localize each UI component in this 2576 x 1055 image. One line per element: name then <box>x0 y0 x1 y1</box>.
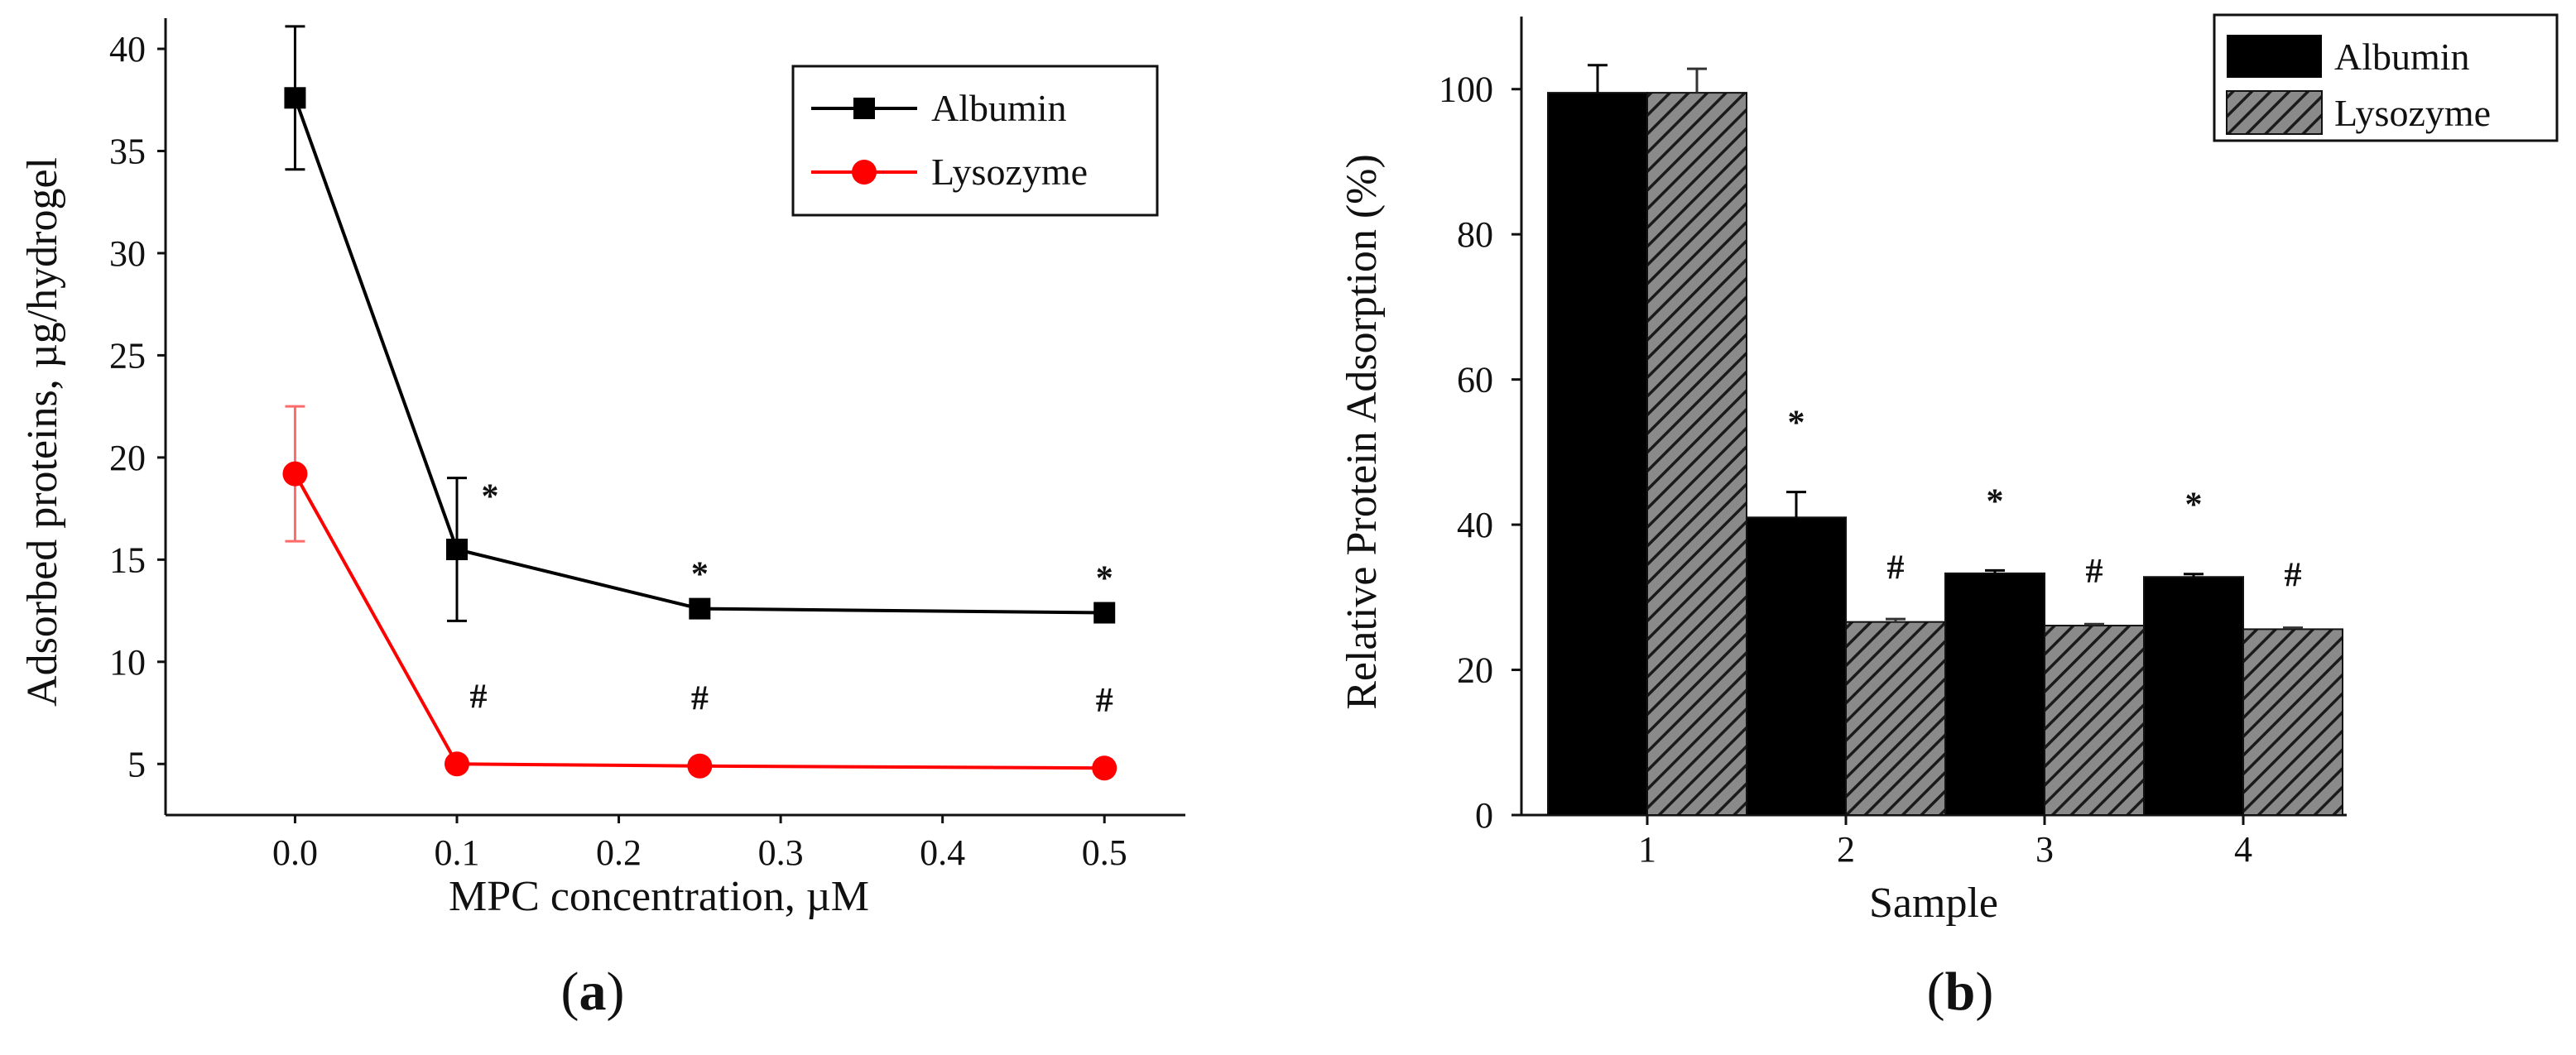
chart-a-annotations: * * * # # # <box>470 478 1113 721</box>
chart-a-line-albumin <box>293 97 1105 615</box>
chart-b-bar-albumin-1 <box>1547 92 1648 816</box>
chart-b-annotation-albumin-2: * <box>1788 405 1805 443</box>
chart-a-series <box>282 25 1117 781</box>
chart-a-point-lysozyme-3 <box>687 753 713 779</box>
chart-b-annotations: * * * # # # <box>1788 405 2302 595</box>
chart-b-annotation-albumin-4: * <box>2185 487 2203 525</box>
chart-b-x-tick-label-2: 2 <box>1837 829 1855 870</box>
chart-a-y-ticks: 5 10 15 20 25 30 35 40 <box>109 29 166 784</box>
chart-a-point-albumin-4 <box>1093 602 1116 624</box>
chart-b-bar-albumin-2 <box>1746 516 1847 816</box>
chart-b-y-tick-label-60: 60 <box>1457 360 1493 400</box>
chart-b-x-tick-label-1: 1 <box>1638 829 1656 870</box>
chart-a-y-tick-label-15: 15 <box>109 539 146 580</box>
chart-b-bar-lysozyme-3 <box>2044 625 2145 816</box>
chart-a-legend-albumin-label: Albumin <box>931 87 1067 129</box>
chart-a-annotation-lysozyme-4: # <box>1096 682 1113 720</box>
chart-b-bar-albumin-4 <box>2143 576 2244 816</box>
chart-b-errorbar-albumin-1 <box>1588 64 1608 94</box>
chart-a-legend-box <box>791 65 1159 217</box>
chart-a-annotation-lysozyme-3: # <box>691 680 709 718</box>
panel-label-a: (a) <box>561 961 625 1022</box>
chart-b-bar-lysozyme-2 <box>1845 621 1946 816</box>
chart-a-point-lysozyme-1 <box>282 461 308 487</box>
chart-b-y-tick-label-80: 80 <box>1457 214 1493 255</box>
chart-a-annotation-albumin-3: * <box>691 556 709 594</box>
chart-a-xlabel: MPC concentration, µM <box>449 873 869 920</box>
chart-b-errorbar-albumin-4 <box>2184 573 2204 578</box>
chart-a-line-lysozyme <box>293 472 1105 770</box>
chart-a-legend-lysozyme-label: Lysozyme <box>931 151 1088 193</box>
panel-label-b: (b) <box>1927 961 1994 1022</box>
chart-b-annotation-lysozyme-3: # <box>2086 553 2103 591</box>
chart-a-y-tick-label-20: 20 <box>109 438 146 478</box>
chart-a-point-albumin-2 <box>446 539 468 560</box>
chart-a-x-tick-label-0-4: 0.4 <box>920 832 965 873</box>
chart-a-y-tick-label-30: 30 <box>109 233 146 274</box>
chart-a-x-tick-label-0-1: 0.1 <box>435 832 480 873</box>
chart-a-y-tick-label-35: 35 <box>109 132 146 172</box>
chart-a-annotation-albumin-2: * <box>482 478 499 516</box>
chart-b-x-tick-label-4: 4 <box>2234 829 2252 870</box>
chart-b-bar-lysozyme-4 <box>2242 628 2343 816</box>
chart-b-y-ticks: 0 20 40 60 80 100 <box>1439 70 1521 836</box>
chart-b-y-tick-label-20: 20 <box>1457 650 1493 691</box>
chart-b: 0 20 40 60 80 100 1 2 3 4 * * * # # # Relative Protei… <box>1338 13 2559 1022</box>
chart-b-errorbar-lysozyme-1 <box>1687 67 1707 94</box>
chart-a-annotation-lysozyme-2: # <box>470 678 488 716</box>
chart-b-bar-albumin-3 <box>1944 572 2045 816</box>
chart-b-annotation-lysozyme-2: # <box>1887 549 1905 587</box>
chart-a-legend: Albumin Lysozyme <box>791 65 1159 217</box>
chart-b-y-tick-label-40: 40 <box>1457 505 1493 545</box>
chart-a-x-tick-label-0-3: 0.3 <box>758 832 804 873</box>
chart-b-legend-lysozyme-swatch <box>2226 90 2323 135</box>
chart-b-annotation-albumin-3: * <box>1987 482 2004 520</box>
chart-b-errorbar-albumin-2 <box>1786 491 1806 518</box>
chart-a-x-ticks: 0.0 0.1 0.2 0.3 0.4 0.5 <box>272 815 1127 873</box>
chart-a-point-albumin-3 <box>689 597 711 620</box>
chart-a-point-lysozyme-2 <box>445 751 469 777</box>
chart-a-x-tick-label-0-2: 0.2 <box>596 832 642 873</box>
chart-b-xlabel: Sample <box>1869 880 1998 927</box>
chart-a-y-tick-label-5: 5 <box>127 744 146 784</box>
chart-a-x-tick-label-0: 0.0 <box>272 832 318 873</box>
chart-b-legend-albumin-swatch <box>2227 35 2322 78</box>
chart-b-legend: Albumin Lysozyme <box>2213 13 2559 142</box>
chart-b-bars <box>1547 64 2343 816</box>
chart-a-point-lysozyme-4 <box>1092 755 1117 781</box>
chart-a-annotation-albumin-4: * <box>1096 560 1113 598</box>
chart-a-x-tick-label-0-5: 0.5 <box>1082 832 1127 873</box>
chart-a-y-tick-label-40: 40 <box>109 29 146 70</box>
chart-b-legend-lysozyme-label: Lysozyme <box>2334 92 2491 134</box>
chart-a: 5 10 15 20 25 30 35 40 0.0 0.1 0.2 0.3 0.4 0.5 * * * # #… <box>19 18 1185 1022</box>
chart-a-legend-albumin-marker <box>853 98 875 119</box>
chart-b-x-tick-label-3: 3 <box>2035 829 2054 870</box>
chart-b-errorbar-albumin-3 <box>1985 568 2005 573</box>
chart-b-errorbar-lysozyme-4 <box>2283 626 2303 630</box>
chart-a-point-albumin-1 <box>284 87 306 109</box>
chart-a-legend-lysozyme-marker <box>852 160 877 185</box>
chart-b-annotation-lysozyme-4: # <box>2285 556 2302 594</box>
chart-b-y-tick-label-100: 100 <box>1439 70 1493 110</box>
chart-b-x-ticks: 1 2 3 4 <box>1638 815 2252 870</box>
chart-b-errorbar-lysozyme-3 <box>2084 622 2104 626</box>
chart-a-y-tick-label-10: 10 <box>109 642 146 683</box>
chart-a-y-tick-label-25: 25 <box>109 335 146 376</box>
chart-b-y-tick-label-0: 0 <box>1475 795 1493 836</box>
chart-b-bar-lysozyme-1 <box>1646 92 1747 816</box>
chart-b-errorbar-lysozyme-2 <box>1886 617 1906 622</box>
chart-a-ylabel: Adsorbed proteins, µg/hydrogel <box>19 157 66 707</box>
chart-b-ylabel: Relative Protein Adsorption (%) <box>1338 154 1386 710</box>
chart-b-legend-albumin-label: Albumin <box>2334 36 2470 78</box>
